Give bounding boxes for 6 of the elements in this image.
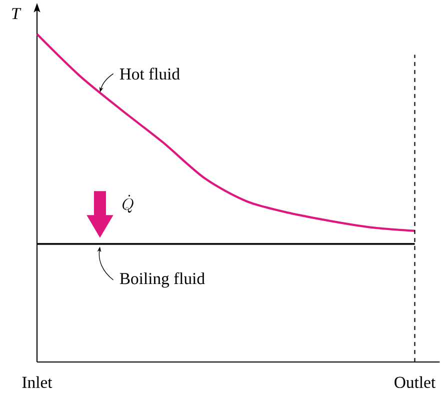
series-label: Boiling fluid: [120, 272, 205, 288]
x-tick-label: Inlet: [22, 376, 52, 388]
series-label: Hot fluid: [120, 68, 180, 80]
x-tick-label: Outlet: [394, 376, 436, 388]
annotation: $\dot{Q}$: [122, 194, 134, 213]
y-axis-title: T: [12, 8, 22, 19]
